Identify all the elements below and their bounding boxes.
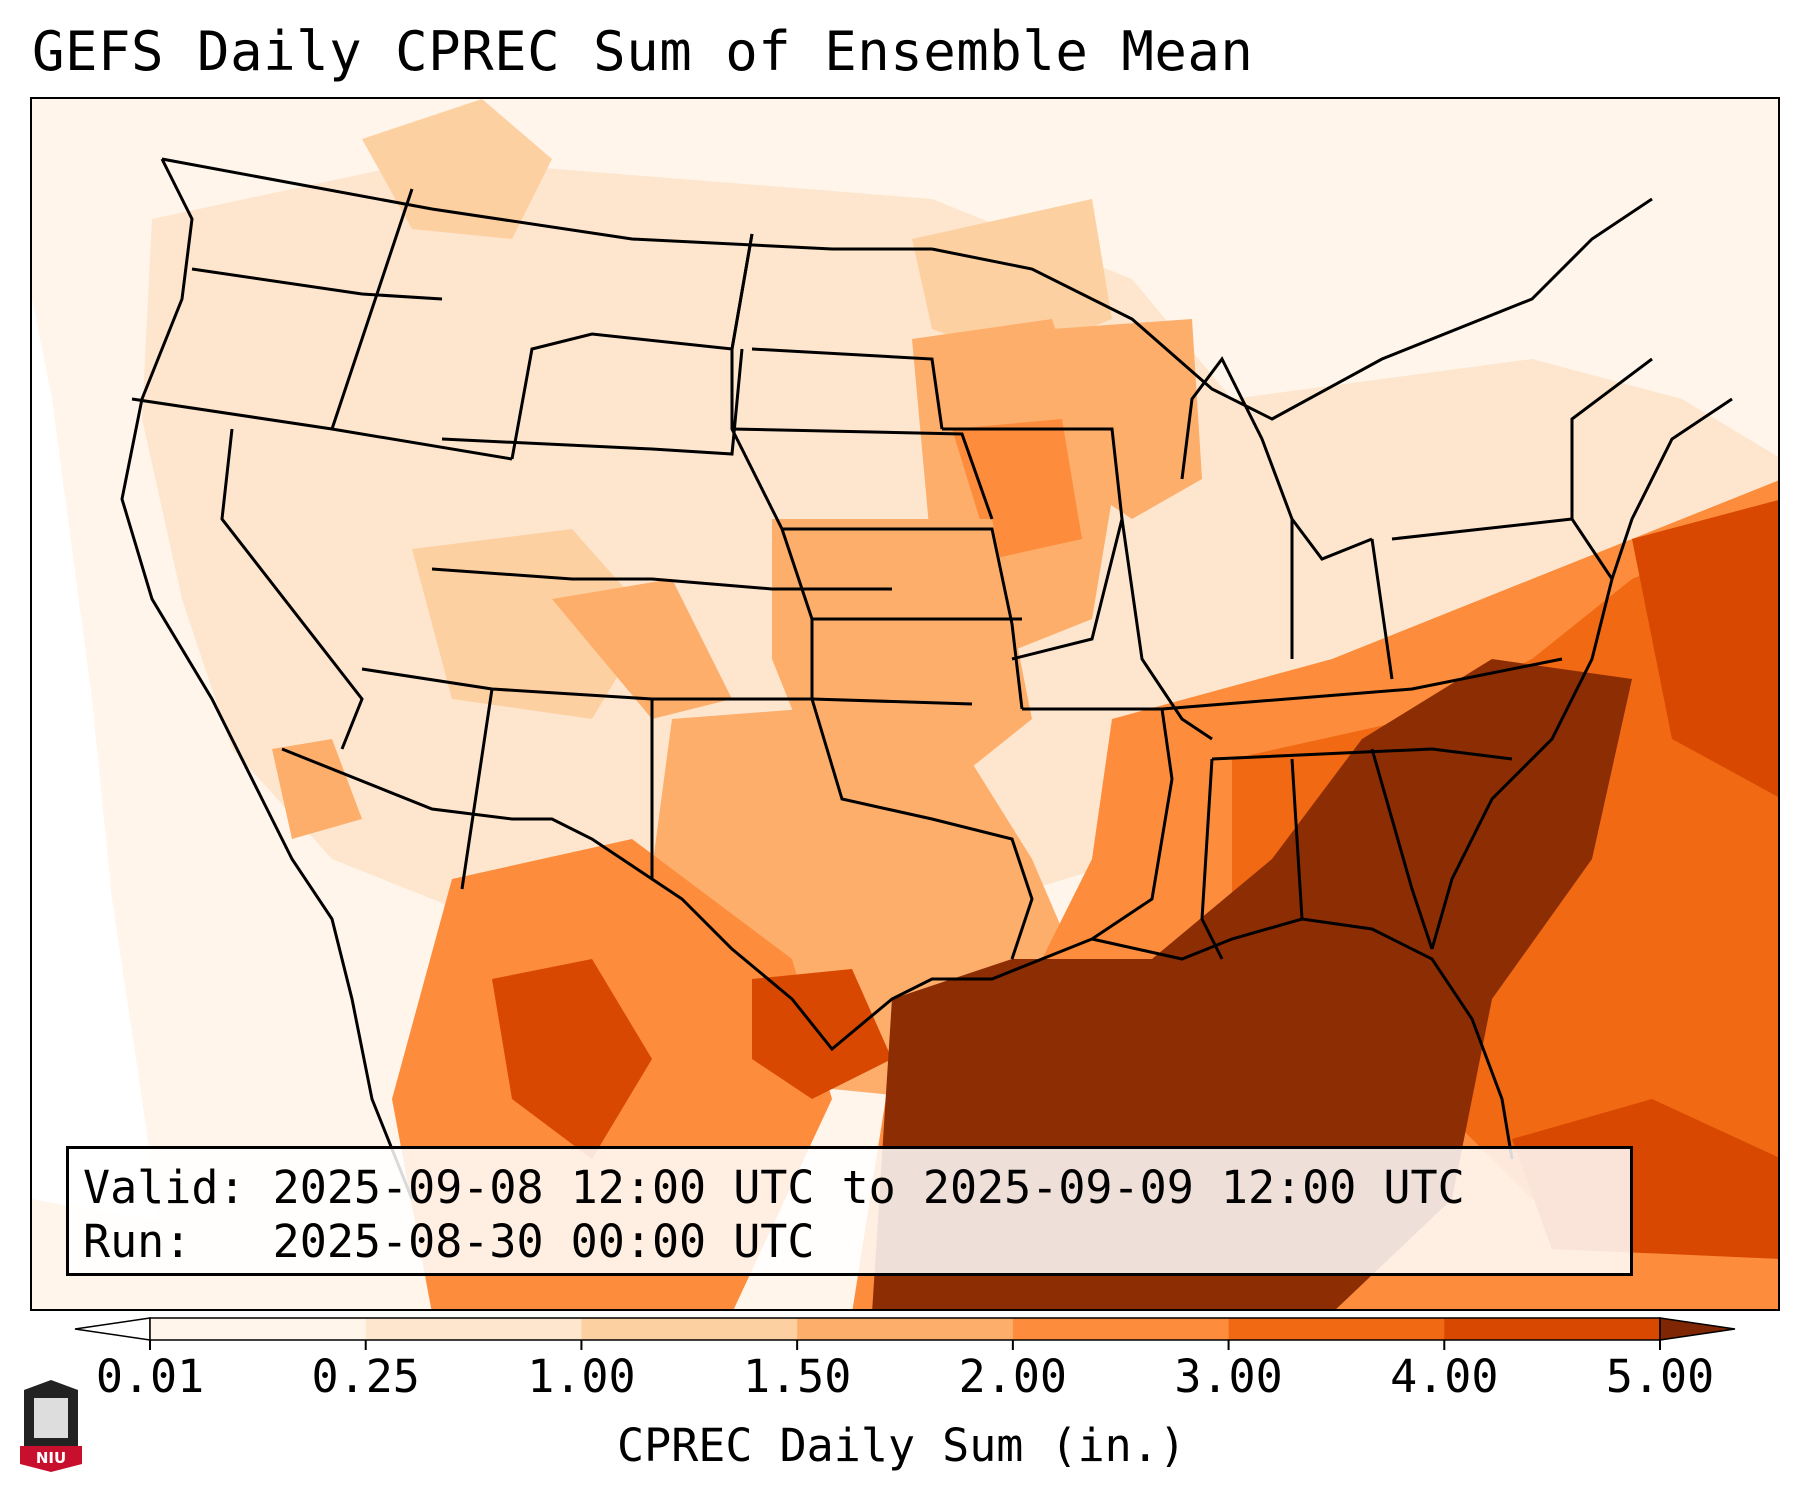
colorbar-tick-label: 4.00 <box>1390 1350 1499 1403</box>
precip-core-atlantic-north <box>1632 500 1778 797</box>
map-canvas <box>32 99 1778 1309</box>
colorbar-tick-label: 2.00 <box>958 1350 1068 1403</box>
colorbar-tick-label: 0.25 <box>311 1350 420 1403</box>
state-line-ca-nv <box>220 428 364 750</box>
logo-banner <box>20 1446 82 1472</box>
state-line-il <box>1120 518 1213 741</box>
state-line-oh-pa <box>1370 538 1394 680</box>
colorbar-segment <box>1444 1318 1661 1340</box>
colorbar-tick-label: 1.50 <box>742 1350 852 1403</box>
state-line-ut-co <box>431 567 892 591</box>
precip-area-wisconsin <box>1052 319 1202 519</box>
gulf-coastline <box>1091 917 1514 1160</box>
colorbar-segment <box>1012 1318 1230 1340</box>
state-line-tn-south <box>1211 747 1513 761</box>
precip-area-great-basin <box>412 529 652 719</box>
colorbar-tick-label: 5.00 <box>1605 1350 1715 1403</box>
valid-time-line: Valid: 2025-09-08 12:00 UTC to 2025-09-0… <box>83 1161 1465 1214</box>
us-canada-border-east <box>931 197 1653 421</box>
colorbar-segment <box>581 1318 798 1340</box>
map-title: GEFS Daily CPREC Sum of Ensemble Mean <box>32 20 1254 83</box>
state-line-ar-la <box>1022 707 1174 941</box>
precip-core-texas-mexico <box>752 969 892 1099</box>
precip-area-baja <box>272 739 362 839</box>
logo-tower-window <box>34 1398 68 1438</box>
precipitation-map <box>30 97 1780 1311</box>
colorbar-over-arrow <box>1659 1317 1736 1341</box>
east-coastline <box>1430 397 1733 950</box>
west-coastline <box>120 158 414 1200</box>
colorbar-label: CPREC Daily Sum (in.) <box>617 1419 1186 1472</box>
run-time-line: Run: 2025-08-30 00:00 UTC <box>83 1215 815 1268</box>
precip-core-mexico <box>492 959 652 1159</box>
colorbar-segment <box>150 1318 367 1340</box>
boundary-lines <box>120 157 1733 1200</box>
state-line-ok-tx <box>810 698 1034 960</box>
state-line-id <box>330 188 414 430</box>
colorbar-segment <box>797 1318 1014 1340</box>
niu-logo: NIU <box>20 1380 82 1472</box>
state-line-wy <box>441 348 744 456</box>
colorbar-segment <box>365 1318 582 1340</box>
state-line-nd-sd <box>751 347 944 430</box>
precip-area-dakotas <box>912 199 1112 359</box>
logo-text: NIU <box>36 1449 66 1467</box>
us-mexico-border-gulf <box>281 747 1093 1052</box>
colorbar-tick-label: 3.00 <box>1174 1350 1283 1403</box>
state-line-al <box>1290 758 1304 920</box>
colorbar-tick-label: 1.00 <box>527 1350 636 1403</box>
colorbar-segment <box>1228 1318 1445 1340</box>
state-line-wa-or <box>191 267 443 301</box>
state-line-ne-ks <box>782 527 1024 710</box>
state-line-dakotas <box>730 233 814 699</box>
colorbar-tick-label: 0.01 <box>95 1350 205 1403</box>
state-line-ny-new-england <box>1570 357 1653 519</box>
state-line-tn-ky <box>1161 657 1563 711</box>
state-line-ga <box>1370 748 1434 950</box>
projection-edge-left <box>32 299 172 1309</box>
valid-time-box: Valid: 2025-09-08 12:00 UTC to 2025-09-0… <box>66 1146 1633 1276</box>
great-lakes-shoreline <box>1180 356 1373 561</box>
colorbar <box>74 1317 1736 1350</box>
precip-area-utah <box>552 579 732 719</box>
us-canada-border-west <box>161 157 932 251</box>
state-line-az-nm-vertical <box>460 688 494 890</box>
colorbar-outline <box>149 1317 1661 1341</box>
colorbar-under-arrow <box>74 1317 151 1341</box>
state-line-sd-ne <box>731 427 994 520</box>
